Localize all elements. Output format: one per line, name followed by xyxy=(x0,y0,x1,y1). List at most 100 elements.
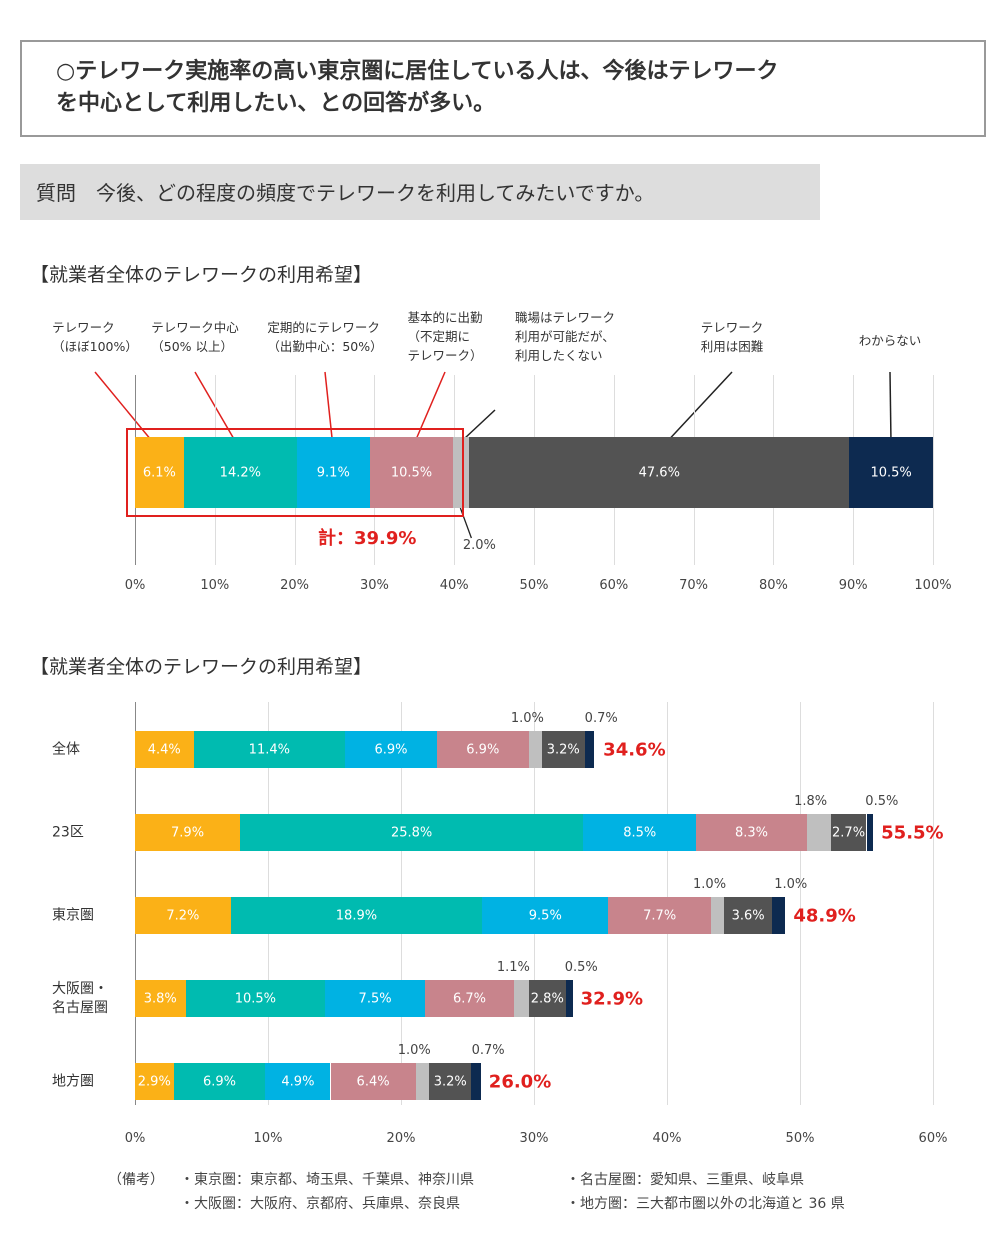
annotation: 計：39.9% xyxy=(318,528,417,549)
headline-box: ○テレワーク実施率の高い東京圏に居住している人は、今後はテレワーク を中心として… xyxy=(20,40,986,137)
value-label: 7.5% xyxy=(358,991,392,1006)
bar-segment xyxy=(528,980,566,1017)
value-label: 10.5% xyxy=(390,465,433,480)
bar-segment xyxy=(806,814,831,851)
note-item: ・大阪圏：大阪府、京都府、兵庫県、奈良県 xyxy=(180,1196,460,1212)
bar-segment xyxy=(424,980,515,1017)
series-label: 定期的にテレワーク （出勤中心：50%） xyxy=(267,320,383,354)
bar-segment xyxy=(849,437,933,508)
value-label: 6.7% xyxy=(452,991,486,1006)
bar-segment xyxy=(584,731,594,768)
bar-segment xyxy=(696,814,807,851)
value-label: 3.6% xyxy=(731,908,765,923)
bar-segment xyxy=(230,897,483,934)
value-label: 8.5% xyxy=(623,825,657,840)
value-label: 0.5% xyxy=(865,794,899,809)
x-tick-label: 70% xyxy=(679,578,709,593)
value-label: 2.8% xyxy=(530,991,564,1006)
x-tick-label: 30% xyxy=(359,578,389,593)
value-label: 1.8% xyxy=(794,794,828,809)
total-label: 26.0% xyxy=(488,1071,552,1092)
value-label: 9.1% xyxy=(316,465,350,480)
value-label: 6.4% xyxy=(356,1074,390,1089)
series-label: 職場はテレワーク 利用が可能だが、 利用したくない xyxy=(514,310,616,363)
value-label: 7.9% xyxy=(171,825,205,840)
bar-segment xyxy=(830,814,867,851)
x-tick-label: 40% xyxy=(652,1131,682,1146)
value-label: 47.6% xyxy=(638,465,680,480)
notes-label: （備考） xyxy=(108,1172,164,1188)
value-label: 6.1% xyxy=(142,465,176,480)
x-tick-label: 80% xyxy=(758,578,788,593)
highlight-box xyxy=(126,428,465,517)
bar-segment xyxy=(866,814,874,851)
headline-line: ○テレワーク実施率の高い東京圏に居住している人は、今後はテレワーク xyxy=(56,59,779,84)
bar-segment xyxy=(428,1063,472,1100)
total-label: 55.5% xyxy=(881,822,944,843)
value-label: 1.0% xyxy=(397,1043,431,1058)
bar-segment xyxy=(514,980,529,1017)
value-label: 3.2% xyxy=(433,1074,467,1089)
value-label: 1.0% xyxy=(693,877,727,892)
x-tick-label: 50% xyxy=(519,578,549,593)
value-label: 8.3% xyxy=(734,825,768,840)
value-label: 10.5% xyxy=(870,465,912,480)
value-label: 7.2% xyxy=(166,908,200,923)
value-label: 6.9% xyxy=(202,1074,236,1089)
category-label: 大阪圏・ 名古屋圏 xyxy=(52,980,108,1016)
bar-segment xyxy=(482,897,609,934)
bar-segment xyxy=(135,897,231,934)
bar-segment xyxy=(415,1063,429,1100)
series-label: テレワーク中心 （50% 以上） xyxy=(151,320,239,354)
bar-segment xyxy=(772,897,786,934)
x-tick-label: 60% xyxy=(918,1131,948,1146)
value-label: 1.0% xyxy=(510,711,544,726)
series-label: テレワーク （ほぼ100%） xyxy=(52,320,138,354)
x-tick-label: 30% xyxy=(519,1131,549,1146)
bar-segment xyxy=(541,731,585,768)
value-label: 6.9% xyxy=(466,742,500,757)
note-item: ・地方圏：三大都市圏以外の北海道と 36 県 xyxy=(566,1196,845,1212)
category-label: 地方圏 xyxy=(52,1073,94,1089)
value-label: 1.0% xyxy=(774,877,808,892)
category-label: 全体 xyxy=(52,741,80,757)
bar-segment xyxy=(240,814,584,851)
bar-segment xyxy=(369,437,454,508)
bar-segment xyxy=(135,814,241,851)
x-tick-label: 40% xyxy=(439,578,469,593)
x-tick-label: 90% xyxy=(838,578,868,593)
bar-segment xyxy=(173,1063,266,1100)
x-tick-label: 100% xyxy=(914,578,952,593)
bar-segment xyxy=(330,1063,416,1100)
bar-segment xyxy=(724,897,773,934)
x-tick-label: 10% xyxy=(200,578,230,593)
bar-segment xyxy=(528,731,542,768)
x-tick-label: 0% xyxy=(124,1131,146,1146)
category-label: 東京圏 xyxy=(52,907,94,923)
grid-line xyxy=(800,702,801,1105)
value-label: 2.7% xyxy=(832,825,866,840)
series-label: テレワーク 利用は困難 xyxy=(700,320,764,354)
chart-title: 【就業者全体のテレワークの利用希望】 xyxy=(30,656,373,678)
value-label: 0.7% xyxy=(471,1043,505,1058)
chart-title: 【就業者全体のテレワークの利用希望】 xyxy=(30,264,373,286)
bar-segment xyxy=(296,437,370,508)
total-label: 48.9% xyxy=(793,905,856,926)
value-label: 10.5% xyxy=(234,991,277,1006)
grid-line xyxy=(933,375,934,565)
value-label: 14.2% xyxy=(219,465,261,480)
bar-segment xyxy=(135,980,186,1017)
category-label: 23区 xyxy=(52,824,84,840)
bar-segment xyxy=(565,980,573,1017)
bar-segment xyxy=(453,437,470,508)
x-tick-label: 10% xyxy=(253,1131,283,1146)
bar-segment xyxy=(471,1063,481,1100)
x-tick-label: 20% xyxy=(280,578,310,593)
bar-segment xyxy=(583,814,697,851)
value-label: 0.7% xyxy=(584,711,618,726)
bar-segment xyxy=(265,1063,331,1100)
value-label: 2.9% xyxy=(137,1074,171,1089)
value-label: 1.1% xyxy=(496,960,530,975)
bar-segment xyxy=(710,897,725,934)
value-label: 3.2% xyxy=(546,742,580,757)
